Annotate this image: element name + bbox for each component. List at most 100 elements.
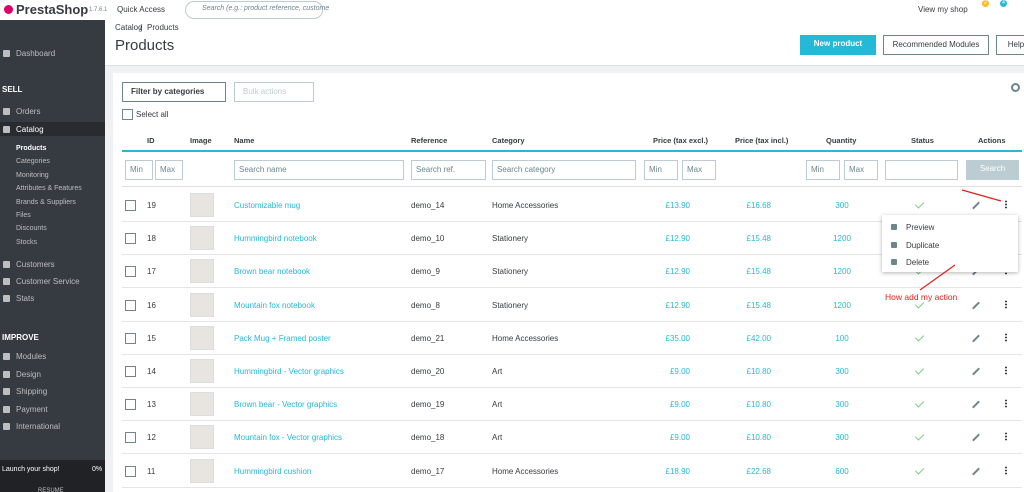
resume[interactable]: RESUME	[38, 488, 64, 492]
price-excl[interactable]: £35.00	[665, 333, 690, 343]
quantity[interactable]: 300	[835, 201, 849, 210]
quantity[interactable]: 300	[835, 400, 849, 410]
product-name[interactable]: Brown bear - Vector graphics	[234, 400, 338, 410]
more-icon[interactable]	[1005, 200, 1007, 209]
dropdown-item[interactable]: Delete	[906, 258, 930, 267]
sidebar-item[interactable]: Shipping	[16, 387, 48, 396]
bulk-actions[interactable]: Bulk actions	[234, 82, 314, 102]
quantity[interactable]: 1200	[833, 234, 851, 244]
quantity[interactable]: 600	[835, 466, 849, 476]
more-icon[interactable]	[1005, 399, 1007, 409]
quantity[interactable]: 300	[835, 367, 849, 376]
product-name[interactable]: Hummingbird - Vector graphics	[234, 367, 344, 376]
price-excl[interactable]: £9.00	[669, 367, 690, 376]
price-incl[interactable]: £15.48	[746, 234, 771, 244]
more-icon[interactable]	[1005, 432, 1007, 442]
filter-input[interactable]: Search category	[492, 160, 636, 180]
filter-input[interactable]: Min	[806, 160, 840, 180]
price-excl[interactable]: £9.00	[669, 433, 690, 443]
more-icon[interactable]	[1005, 332, 1007, 342]
quick-access[interactable]: Quick Access	[117, 5, 166, 14]
filter-input[interactable]: Search name	[234, 160, 404, 180]
product-name[interactable]: Pack Mug + Framed poster	[234, 333, 331, 343]
more-icon[interactable]	[1005, 299, 1007, 309]
sidebar-item[interactable]: Customers	[16, 260, 55, 269]
sidebar-subitem[interactable]: Categories	[16, 158, 50, 166]
sidebar-item[interactable]: Customer Service	[16, 277, 80, 286]
help-button[interactable]: Help	[996, 35, 1024, 55]
sidebar-item[interactable]: Stats	[16, 294, 35, 303]
checkbox[interactable]	[125, 299, 136, 311]
product-name[interactable]: Hummingbird notebook	[234, 234, 317, 244]
checkbox[interactable]	[125, 332, 136, 344]
product-name[interactable]: Mountain fox notebook	[234, 300, 315, 310]
sidebar-subitem[interactable]: Monitoring	[16, 171, 49, 179]
checkbox[interactable]	[125, 200, 136, 211]
checkbox[interactable]	[125, 399, 136, 411]
quantity[interactable]: 100	[835, 333, 849, 343]
sidebar-item[interactable]: Modules	[16, 352, 47, 361]
price-excl[interactable]: £12.90	[665, 300, 690, 310]
sidebar-item[interactable]: Payment	[16, 404, 48, 414]
quantity[interactable]: 1200	[833, 300, 851, 310]
price-incl[interactable]: £22.68	[746, 466, 771, 476]
column-header[interactable]: ID	[147, 136, 155, 145]
filter-categories[interactable]: Filter by categories	[122, 82, 226, 102]
filter-input[interactable]: Min	[125, 160, 153, 180]
product-name[interactable]: Customizable mug	[234, 201, 301, 210]
price-incl[interactable]: £16.68	[746, 201, 771, 210]
product-name[interactable]: Mountain fox - Vector graphics	[234, 433, 343, 443]
sidebar-subitem[interactable]: Files	[16, 212, 31, 219]
price-excl[interactable]: £18.90	[665, 466, 690, 476]
price-excl[interactable]: £12.90	[665, 267, 690, 277]
filter-input[interactable]: Max	[155, 160, 183, 180]
recommended-button[interactable]: Recommended Modules	[883, 35, 989, 55]
filter-input[interactable]: Max	[844, 160, 878, 180]
dropdown-select[interactable]	[885, 160, 958, 180]
sidebar-item[interactable]: International	[16, 422, 61, 431]
filter-input[interactable]: Max	[682, 160, 716, 180]
quantity[interactable]: 1200	[833, 267, 851, 277]
price-excl[interactable]: £13.90	[665, 201, 690, 210]
reference: demo_18	[411, 433, 445, 443]
price-incl[interactable]: £10.80	[746, 400, 771, 410]
checkbox[interactable]	[125, 266, 136, 278]
select-all[interactable]: Select all	[136, 110, 169, 119]
price-incl[interactable]: £42.00	[746, 333, 771, 343]
sidebar-subitem[interactable]: Attributes & Features	[16, 185, 82, 193]
settings-icon[interactable]	[1011, 83, 1020, 92]
dropdown-item[interactable]: Preview	[906, 223, 935, 232]
search-button[interactable]: Search	[966, 160, 1019, 180]
breadcrumb[interactable]: Catalog	[115, 23, 143, 32]
sidebar-item[interactable]: Dashboard	[16, 49, 56, 58]
checkbox[interactable]	[122, 109, 133, 120]
checkbox[interactable]	[125, 432, 136, 444]
price-excl[interactable]: £12.90	[665, 234, 690, 244]
view-shop[interactable]: View my shop	[918, 5, 968, 14]
sidebar-subitem[interactable]: Products	[16, 145, 47, 152]
dropdown-item[interactable]: Duplicate	[906, 240, 940, 250]
sidebar-subitem[interactable]: Discounts	[16, 225, 47, 233]
price-incl[interactable]: £15.48	[746, 267, 771, 277]
price-excl[interactable]: £9.00	[669, 400, 690, 410]
product-name[interactable]: Hummingbird cushion	[234, 466, 312, 476]
filter-input[interactable]: Search ref.	[411, 160, 486, 180]
sidebar-item[interactable]: Catalog	[16, 125, 44, 134]
price-incl[interactable]: £15.48	[746, 300, 771, 310]
checkbox[interactable]	[125, 366, 136, 377]
new-product-button[interactable]: New product	[800, 35, 876, 55]
sidebar-subitem[interactable]: Stocks	[16, 238, 38, 246]
sidebar-subitem[interactable]: Brands & Suppliers	[16, 198, 76, 206]
sidebar-item[interactable]: Orders	[16, 107, 41, 116]
product-name[interactable]: Brown bear notebook	[234, 267, 311, 277]
more-icon[interactable]	[1005, 465, 1007, 475]
price-incl[interactable]: £10.80	[746, 367, 771, 376]
checkbox[interactable]	[125, 233, 136, 245]
more-icon[interactable]	[1005, 366, 1007, 375]
checkbox[interactable]	[125, 465, 136, 477]
search-box[interactable]	[185, 1, 323, 19]
quantity[interactable]: 300	[835, 433, 849, 443]
filter-input[interactable]: Min	[644, 160, 678, 180]
price-incl[interactable]: £10.80	[746, 433, 771, 443]
sidebar-item[interactable]: Design	[16, 369, 41, 379]
